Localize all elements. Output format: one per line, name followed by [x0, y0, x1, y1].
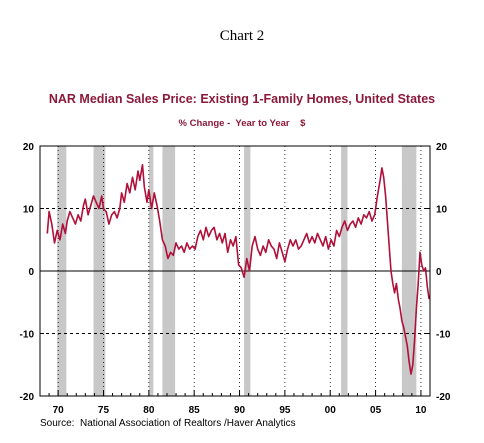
- series-line: [46, 164, 430, 375]
- y-tick-label-right: -20: [436, 392, 451, 403]
- chart-subtitle: % Change - Year to Year $: [178, 118, 306, 129]
- y-tick-label-right: 0: [436, 267, 442, 278]
- x-tick-label: 75: [98, 405, 110, 416]
- y-tick-label-right: -10: [436, 330, 451, 341]
- chart-title: NAR Median Sales Price: Existing 1-Famil…: [48, 92, 436, 106]
- x-tick-label: 85: [189, 405, 201, 416]
- y-tick-label-left: 20: [23, 142, 35, 153]
- x-tick-label: 05: [370, 405, 382, 416]
- x-tick-label: 90: [234, 405, 246, 416]
- y-tick-label-left: -10: [20, 330, 35, 341]
- x-tick-label: 70: [53, 405, 65, 416]
- x-tick-label: 10: [415, 405, 427, 416]
- source-note: Source: National Association of Realtors…: [40, 418, 296, 429]
- y-tick-label-right: 20: [436, 142, 448, 153]
- grid-lines: [40, 146, 430, 396]
- x-tick-label: 95: [279, 405, 291, 416]
- x-tick-label: 00: [325, 405, 337, 416]
- y-tick-label-left: -20: [20, 392, 35, 403]
- y-tick-label-left: 0: [28, 267, 34, 278]
- x-tick-label: 80: [143, 405, 155, 416]
- chart-number: Chart 2: [219, 28, 265, 44]
- y-tick-label-right: 10: [436, 205, 448, 216]
- y-tick-label-left: 10: [23, 205, 35, 216]
- series-layer: [46, 164, 430, 375]
